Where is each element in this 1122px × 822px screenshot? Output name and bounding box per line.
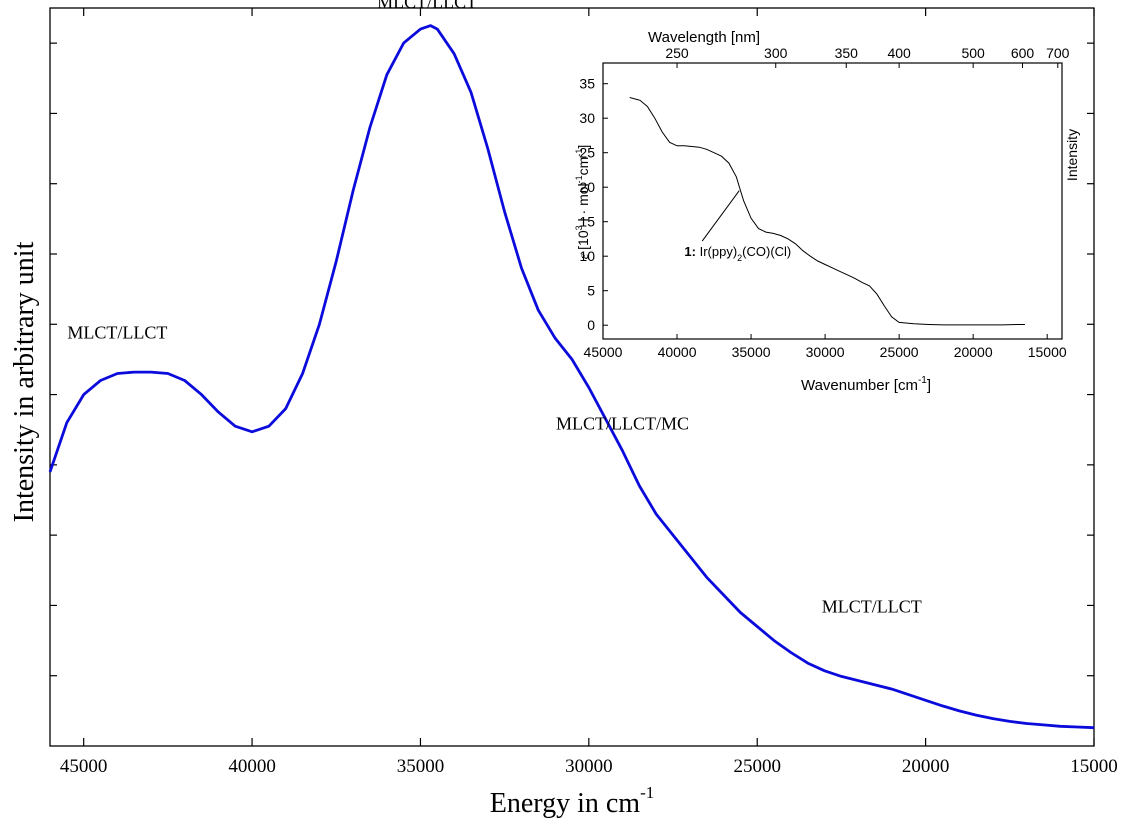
inset-y-tick-label: 0 <box>587 317 595 333</box>
inset-chart: 45000 40000 35000 30000 25000 20000 15000 0 5 10… <box>574 29 1080 394</box>
inset-x-tick-label: 25000 <box>880 344 919 360</box>
inset-y-axis-label: ε [103 l · mol-1cm-1] <box>574 145 592 260</box>
inset-right-label: Intensity <box>1064 129 1080 181</box>
inset-plot-frame <box>602 62 1063 340</box>
main-x-tick-label: 25000 <box>733 756 781 777</box>
inset-top-tick-label: 600 <box>1011 45 1035 61</box>
main-plot-frame <box>49 7 1095 747</box>
main-x-tick-label: 45000 <box>60 756 108 777</box>
inset-y-tick-label: 35 <box>579 76 595 92</box>
main-annotations: MLCT/LLCT MLCT/LLCT MLCT/LLCT/MC MLCT/LLCT <box>67 0 921 616</box>
main-y-axis-label: Intensity in arbitrary unit <box>9 241 40 522</box>
inset-y-tick-label: 30 <box>579 110 595 126</box>
main-annotation-label: MLCT/LLCT <box>822 596 922 616</box>
inset-x-tick-label: 35000 <box>732 344 771 360</box>
inset-x-tick-label: 20000 <box>954 344 993 360</box>
inset-y-tick-label: 5 <box>587 283 595 299</box>
inset-y-tick-label: 10 <box>579 248 595 264</box>
inset-x-tick-label: 15000 <box>1028 344 1067 360</box>
inset-series-line <box>629 97 1025 326</box>
inset-top-tick-label: 300 <box>764 45 788 61</box>
main-x-tick-label: 30000 <box>565 756 613 777</box>
inset-y-tick-label: 25 <box>579 145 595 161</box>
inset-annotation: 1: Ir(ppy)2(CO)(Cl) <box>684 244 791 263</box>
main-x-axis-label: Energy in cm-1 <box>490 783 655 819</box>
inset-x-tick-label: 40000 <box>658 344 697 360</box>
inset-top-axis-label: Wavelength [nm] <box>648 29 760 46</box>
main-x-tick-label: 40000 <box>228 756 276 777</box>
inset-y-tick-label: 15 <box>579 214 595 230</box>
inset-y-tick-label: 20 <box>579 179 595 195</box>
main-x-tick-labels: 45000 40000 35000 30000 25000 20000 15000 <box>60 756 1118 777</box>
inset-y-tick-labels: 0 5 10 15 20 25 30 35 <box>579 76 595 334</box>
main-annotation-label: MLCT/LLCT <box>67 322 167 342</box>
inset-x-tick-label: 30000 <box>806 344 845 360</box>
main-chart: 45000 40000 35000 30000 25000 20000 15000 MLCT… <box>9 0 1118 819</box>
inset-top-tick-label: 400 <box>887 45 911 61</box>
inset-top-tick-label: 250 <box>665 45 689 61</box>
inset-top-tick-label: 500 <box>961 45 985 61</box>
main-x-tick-label: 15000 <box>1070 756 1118 777</box>
inset-x-tick-label: 45000 <box>584 344 623 360</box>
inset-x-tick-labels: 45000 40000 35000 30000 25000 20000 15000 <box>584 344 1067 360</box>
main-series-line <box>48 24 1095 730</box>
inset-x-axis-label: Wavenumber [cm-1] <box>801 375 931 394</box>
main-x-tick-label: 20000 <box>902 756 950 777</box>
main-annotation-label: MLCT/LLCT/MC <box>556 414 689 434</box>
inset-top-tick-label: 350 <box>835 45 859 61</box>
main-x-tick-label: 35000 <box>397 756 445 777</box>
main-ticks <box>50 8 1095 746</box>
main-annotation-label: MLCT/LLCT <box>377 0 477 12</box>
inset-top-tick-labels: 250 300 350 400 500 600 700 <box>665 45 1069 61</box>
inset-ticks <box>602 63 1059 339</box>
inset-top-tick-label: 700 <box>1046 45 1070 61</box>
inset-annotation-pointer <box>701 190 740 242</box>
